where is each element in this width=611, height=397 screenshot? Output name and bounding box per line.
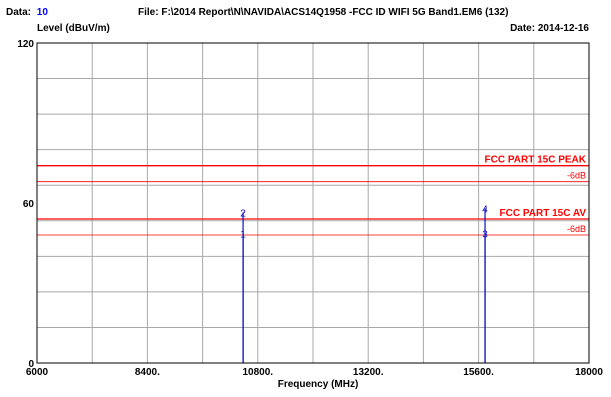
chart-axes [36,42,590,364]
x-tick-label: 6000 [26,367,49,378]
data-value: 10 [37,7,49,18]
x-tick-label: 15600. [463,367,494,378]
y-axis-label: Level (dBuV/m) [37,23,110,34]
svg-text:Data: 10: Data: 10 [6,7,48,18]
limit-line-label: -6dB [567,224,586,234]
x-tick-label: 13200. [353,367,384,378]
chart-grid [37,43,589,363]
measurement-markers: 1234 [240,204,488,363]
x-tick-label: 10800. [243,367,274,378]
y-tick-label: 0 [28,359,34,370]
y-tick-label: 120 [17,39,34,50]
limit-line-label: FCC PART 15C AV [500,208,587,219]
x-axis-label: Frequency (MHz) [278,379,359,390]
x-tick-label: 18000 [575,367,603,378]
marker-label: 2 [240,208,246,219]
limit-line-label: -6dB [567,171,586,181]
file-path-text: File: F:\2014 Report\N\NAVIDA\ACS14Q1958… [138,7,508,18]
x-tick-label: 8400. [135,367,160,378]
date-text: Date: 2014-12-16 [510,23,589,34]
limit-line-label: FCC PART 15C PEAK [485,155,587,166]
marker-label: 4 [482,204,488,215]
chart-header: Data: 10 File: F:\2014 Report\N\NAVIDA\A… [6,7,589,34]
plot-frame [36,42,590,364]
data-label: Data: [6,7,31,18]
y-tick-label: 60 [23,199,35,210]
limit-lines: FCC PART 15C PEAK -6dB FCC PART 15C AV -6dB [37,155,589,236]
tick-labels: 6000 8400. 10800. 13200. 15600. 18000 0 60 120 [17,39,603,378]
